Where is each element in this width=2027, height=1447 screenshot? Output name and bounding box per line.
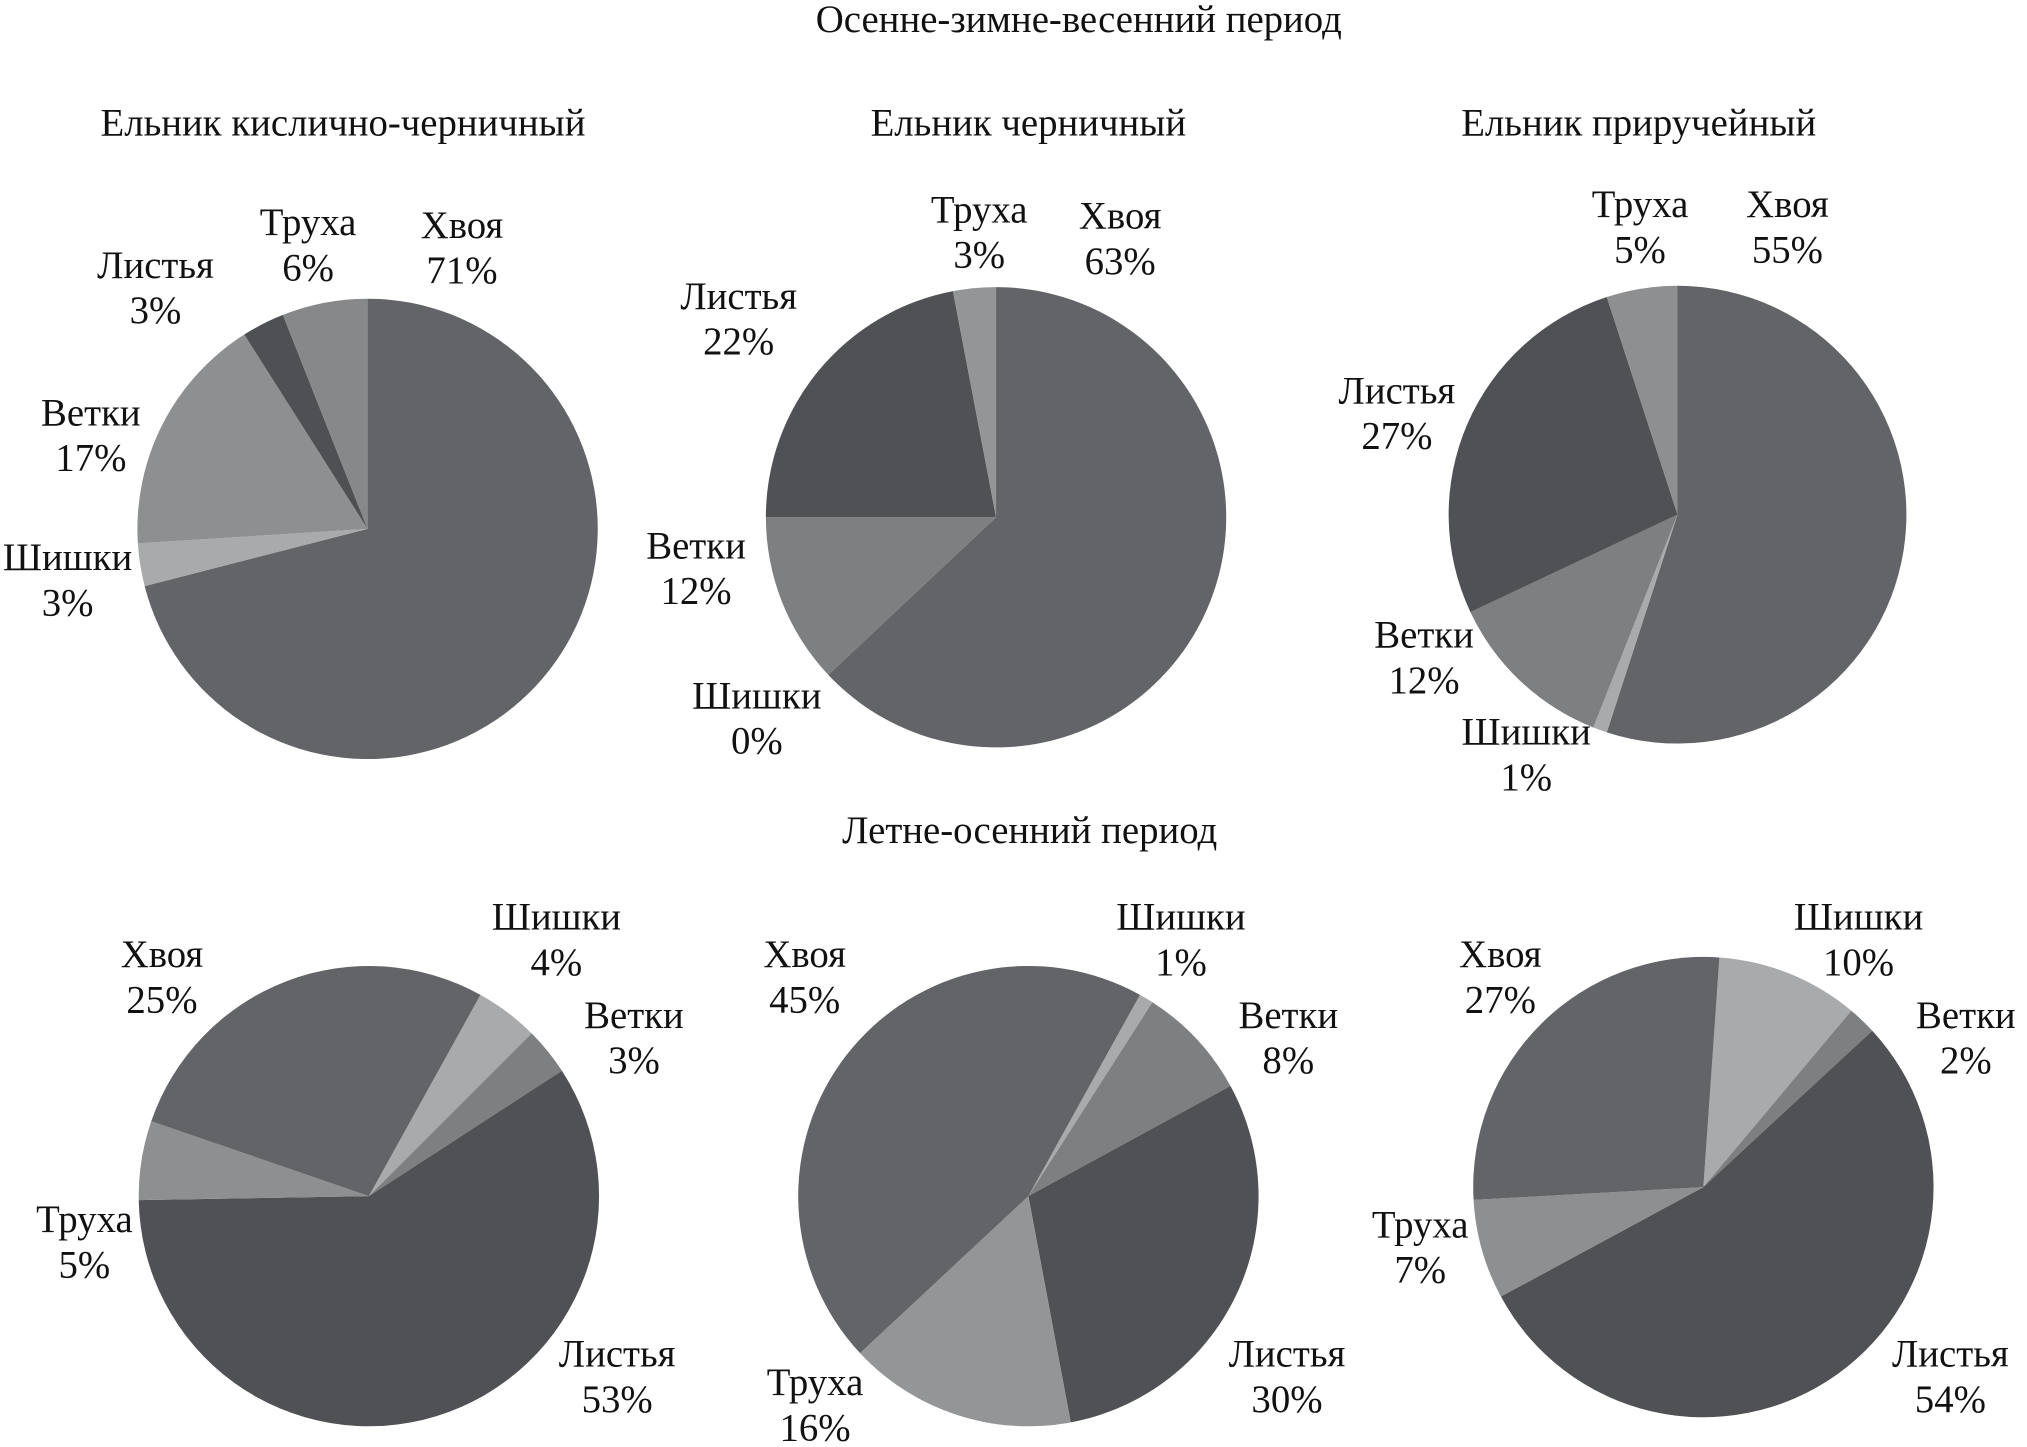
slice-value-label: 12% [1389, 659, 1460, 702]
slice-label: Труха [1372, 1203, 1469, 1246]
pie-slice [144, 298, 598, 760]
pie-slice [1028, 1085, 1259, 1423]
slice-label: Труха [260, 201, 357, 244]
slice-label: Труха [767, 1361, 864, 1404]
slice-value-label: 5% [1614, 228, 1666, 271]
slice-value-label: 55% [1752, 228, 1823, 271]
slice-value-label: 54% [1915, 1378, 1986, 1421]
slice-value-label: 16% [779, 1406, 850, 1447]
slice-label: Шишки [3, 536, 132, 579]
slice-value-label: 3% [608, 1039, 660, 1082]
pie-slice [765, 517, 997, 675]
slice-value-label: 71% [426, 249, 497, 292]
slice-value-label: 3% [953, 234, 1005, 277]
period-heading: Летне-осенний период [842, 809, 1217, 852]
slice-value-label: 8% [1262, 1039, 1314, 1082]
slice-label: Хвоя [1079, 195, 1162, 238]
slice-value-label: 1% [1500, 756, 1552, 799]
slice-label: Хвоя [1746, 183, 1829, 226]
pie-slice [1028, 994, 1153, 1197]
slice-label: Шишки [692, 674, 821, 717]
slice-label: Труха [931, 188, 1028, 231]
pie-slice [138, 1121, 369, 1201]
slice-value-label: 22% [703, 320, 774, 363]
pie-slice [282, 298, 368, 529]
pie-slice [765, 291, 997, 518]
pie-slice [244, 314, 368, 529]
pie-slice [1473, 956, 1720, 1200]
pie-slice [1703, 1010, 1873, 1188]
slice-label: Листья [97, 244, 214, 287]
slice-value-label: 25% [126, 978, 197, 1021]
pie-slice [1703, 957, 1852, 1188]
slice-label: Ветки [41, 391, 141, 434]
slice-label: Шишки [1116, 896, 1245, 939]
pie-slice [1593, 514, 1678, 733]
slice-value-label: 27% [1465, 978, 1536, 1021]
slice-value-label: 3% [130, 289, 182, 332]
slice-value-label: 2% [1940, 1039, 1992, 1082]
slice-value-label: 1% [1155, 941, 1207, 984]
slice-value-label: 0% [731, 720, 783, 763]
pie-slice [1028, 1002, 1231, 1197]
slice-label: Хвоя [763, 933, 846, 976]
slice-label: Шишки [492, 896, 621, 939]
chart-title: Ельник черничный [871, 102, 1186, 145]
chart-title: Ельник кислично-черничный [101, 102, 586, 145]
pie-slice [798, 965, 1140, 1354]
slice-label: Хвоя [421, 204, 504, 247]
slice-value-label: 30% [1251, 1378, 1322, 1421]
slice-value-label: 53% [582, 1378, 653, 1421]
slice-value-label: 3% [42, 581, 94, 624]
slice-label: Хвоя [121, 933, 204, 976]
pie-slice [1606, 285, 1678, 515]
slice-label: Ветки [584, 994, 684, 1037]
slice-label: Труха [36, 1198, 133, 1241]
slice-label: Ветки [646, 524, 746, 567]
pie-slice [1470, 514, 1678, 728]
slice-value-label: 4% [531, 941, 583, 984]
slice-value-label: 45% [769, 978, 840, 1021]
slice-value-label: 7% [1394, 1249, 1446, 1292]
pie-slice [138, 1070, 600, 1427]
slice-label: Листья [1339, 369, 1456, 412]
slice-label: Шишки [1462, 711, 1591, 754]
slice-value-label: 5% [59, 1243, 111, 1286]
slice-label: Ветки [1238, 994, 1338, 1037]
pie-slice [368, 994, 532, 1197]
slice-label: Листья [1229, 1333, 1346, 1376]
slice-label: Шишки [1794, 896, 1923, 939]
slice-label: Листья [1892, 1333, 2009, 1376]
pie-slice [952, 287, 997, 518]
slice-label: Листья [559, 1333, 676, 1376]
slice-value-label: 12% [660, 570, 731, 613]
slice-value-label: 6% [282, 246, 334, 289]
slice-label: Листья [680, 275, 797, 318]
slice-value-label: 17% [55, 437, 126, 480]
pie-slice [1448, 296, 1678, 613]
pie-slice [1473, 1187, 1704, 1297]
slice-value-label: 63% [1085, 240, 1156, 283]
pie-slice [137, 528, 368, 587]
pie-slice [1606, 285, 1907, 744]
pie-slice [828, 287, 1227, 748]
pie-slice [151, 965, 481, 1197]
chart-title: Ельник приручейный [1461, 102, 1816, 145]
slice-label: Хвоя [1459, 933, 1542, 976]
slice-value-label: 10% [1823, 941, 1894, 984]
slice-label: Труха [1592, 183, 1689, 226]
pie-slice [1500, 1030, 1934, 1418]
pie-slice [860, 1196, 1071, 1427]
slice-value-label: 27% [1361, 415, 1432, 458]
slice-label: Ветки [1374, 614, 1474, 657]
pie-slice [368, 1033, 562, 1197]
period-heading: Осенне-зимне-весенний период [816, 0, 1342, 41]
pie-slice [137, 334, 368, 544]
slice-label: Ветки [1916, 994, 2016, 1037]
